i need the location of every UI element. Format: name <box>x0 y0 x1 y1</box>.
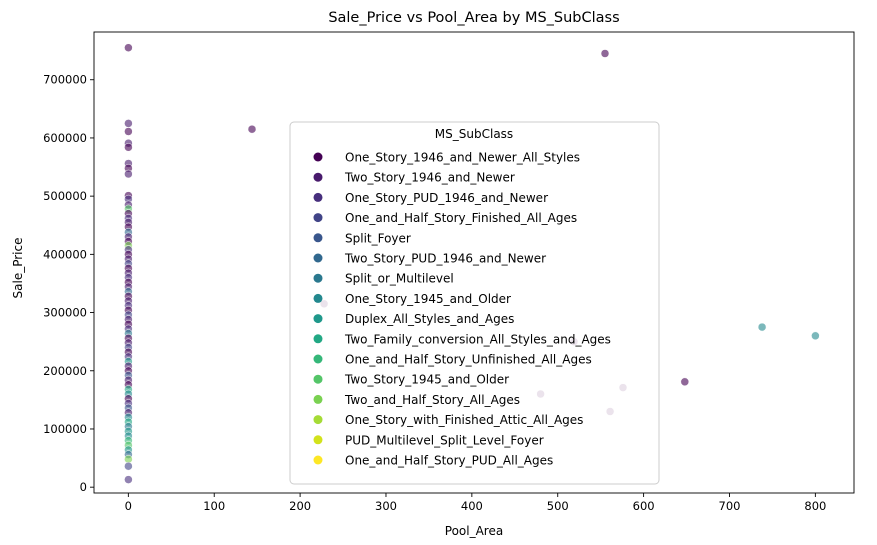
legend-entry-label: One_Story_PUD_1946_and_Newer <box>345 191 548 205</box>
legend-entry-label: Two_Story_1946_and_Newer <box>344 171 515 185</box>
legend-marker <box>313 354 323 364</box>
legend-marker <box>313 455 323 465</box>
y-tick-label: 300000 <box>43 306 87 320</box>
legend-marker <box>313 415 323 425</box>
y-tick-label: 0 <box>80 480 87 494</box>
legend-entry-label: PUD_Multilevel_Split_Level_Foyer <box>345 433 544 447</box>
chart-title: Sale_Price vs Pool_Area by MS_SubClass <box>328 10 619 26</box>
legend-title: MS_SubClass <box>435 127 513 141</box>
legend: MS_SubClass One_Story_1946_and_Newer_All… <box>289 121 660 485</box>
legend-entry-label: Split_Foyer <box>345 231 411 245</box>
legend-marker <box>313 253 323 263</box>
x-tick-label: 700 <box>719 499 741 513</box>
y-tick-label: 100000 <box>43 422 87 436</box>
data-point <box>124 461 133 471</box>
legend-entry-label: Two_Story_PUD_1946_and_Newer <box>344 252 546 266</box>
y-tick-label: 700000 <box>43 73 87 87</box>
legend-entry-label: Two_and_Half_Story_All_Ages <box>344 393 520 407</box>
legend-entry-label: One_and_Half_Story_PUD_All_Ages <box>345 454 553 468</box>
x-tick-label: 200 <box>289 499 311 513</box>
x-tick-label: 500 <box>547 499 569 513</box>
x-tick-label: 400 <box>461 499 483 513</box>
legend-entry-label: One_and_Half_Story_Finished_All_Ages <box>345 211 577 225</box>
y-tick-label: 500000 <box>43 189 87 203</box>
data-point <box>124 475 133 484</box>
legend-entry-label: Two_Story_1945_and_Older <box>344 373 509 387</box>
data-point <box>757 322 767 332</box>
x-axis: 0 100 200 300 400 500 600 700 800 <box>125 493 826 513</box>
legend-marker <box>313 314 323 324</box>
y-tick-label: 400000 <box>43 247 87 261</box>
y-tick-label: 200000 <box>43 364 87 378</box>
data-point <box>811 331 820 341</box>
legend-marker <box>313 293 323 303</box>
legend-entry-label: One_Story_1945_and_Older <box>345 292 511 306</box>
legend-entries: One_Story_1946_and_Newer_All_Styles Two_S… <box>313 151 611 468</box>
x-tick-label: 800 <box>804 499 826 513</box>
legend-marker <box>313 192 323 202</box>
legend-entry-label: One_Story_1946_and_Newer_All_Styles <box>345 151 580 165</box>
legend-marker <box>313 394 323 404</box>
data-point <box>124 169 133 179</box>
legend-box <box>289 121 660 485</box>
x-tick-label: 0 <box>125 499 132 513</box>
legend-entry-label: One_Story_with_Finished_Attic_All_Ages <box>345 413 583 427</box>
legend-marker <box>313 435 323 445</box>
data-point <box>124 119 133 128</box>
x-tick-label: 300 <box>375 499 397 513</box>
y-axis-label: Sale_Price <box>11 238 25 299</box>
data-point <box>124 127 133 136</box>
x-tick-label: 600 <box>633 499 655 513</box>
legend-marker <box>313 374 323 384</box>
y-axis: 0 100000 200000 300000 400000 500000 600000 700… <box>43 73 94 494</box>
legend-entry-label: Split_or_Multilevel <box>345 272 454 286</box>
y-tick-label: 600000 <box>43 131 87 145</box>
legend-marker <box>313 172 323 182</box>
data-point <box>124 43 133 52</box>
legend-marker <box>313 152 323 162</box>
x-axis-label: Pool_Area <box>445 524 503 538</box>
legend-marker <box>313 233 323 243</box>
legend-entry-label: One_and_Half_Story_Unfinished_All_Ages <box>345 353 592 367</box>
data-point <box>124 143 133 152</box>
data-point <box>680 377 690 387</box>
legend-marker <box>313 334 323 344</box>
plot-frame <box>93 31 855 494</box>
legend-marker <box>313 213 323 223</box>
data-point <box>247 124 257 134</box>
data-point <box>600 49 610 58</box>
legend-entry-label: Duplex_All_Styles_and_Ages <box>345 312 514 326</box>
legend-entry-label: Two_Family_conversion_All_Styles_and_Age… <box>344 332 611 346</box>
legend-marker <box>313 273 323 283</box>
x-tick-label: 100 <box>203 499 225 513</box>
